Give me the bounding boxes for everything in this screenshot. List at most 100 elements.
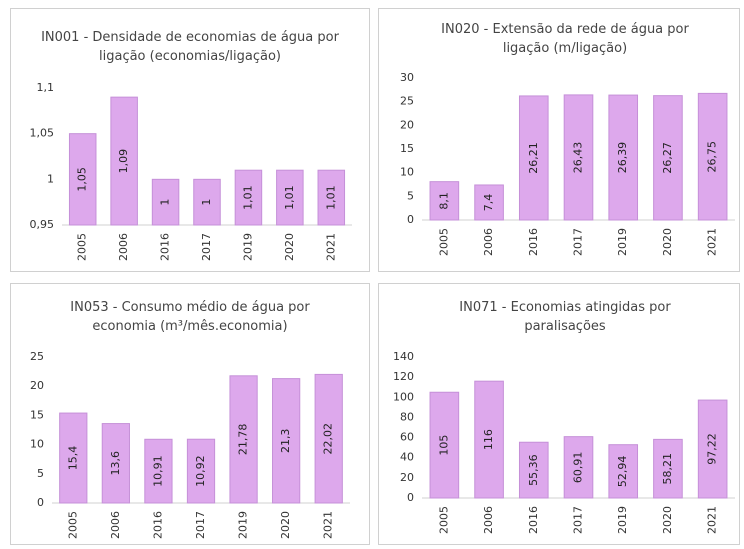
y-tick-label: 80	[400, 410, 414, 423]
bar	[234, 169, 263, 226]
data-label: 1,01	[283, 185, 296, 210]
x-tick-label: 2020	[283, 233, 296, 261]
data-label: 21,3	[279, 429, 292, 454]
y-tick-label: 0	[407, 491, 414, 504]
y-tick-label: 1,05	[30, 127, 55, 140]
bar	[563, 94, 594, 221]
bar	[186, 438, 216, 504]
y-tick-label: 120	[393, 370, 414, 383]
x-tick-label: 2017	[572, 506, 585, 534]
data-label: 10,91	[151, 455, 164, 487]
bar	[144, 438, 173, 504]
data-label: 8,1	[437, 192, 450, 210]
bar	[697, 399, 728, 499]
x-tick-label: 2005	[66, 511, 79, 539]
bar	[429, 391, 460, 499]
bar	[653, 438, 683, 499]
bar	[608, 94, 639, 221]
data-label: 26,43	[572, 142, 585, 174]
bar	[518, 95, 549, 221]
data-label: 26,21	[527, 142, 540, 174]
data-label: 21,78	[237, 424, 250, 456]
chart-title: IN001 - Densidade de economias de água p…	[41, 30, 339, 64]
y-tick-label: 60	[400, 431, 414, 444]
x-tick-label: 2006	[482, 228, 495, 256]
data-label: 1,01	[324, 185, 337, 210]
x-tick-label: 2020	[279, 511, 292, 539]
data-label: 1,05	[76, 167, 89, 192]
bar	[151, 178, 180, 226]
x-tick-label: 2020	[661, 228, 674, 256]
x-tick-label: 2006	[109, 511, 122, 539]
bar	[59, 412, 88, 504]
bar	[314, 373, 343, 504]
bar	[653, 95, 683, 221]
bar	[101, 423, 130, 504]
y-tick-label: 140	[393, 350, 414, 363]
x-tick-label: 2005	[76, 233, 89, 261]
x-tick-label: 2016	[527, 228, 540, 256]
y-tick-label: 40	[400, 451, 414, 464]
bar	[563, 436, 594, 499]
y-tick-label: 20	[400, 118, 414, 131]
data-label: 22,02	[322, 423, 335, 455]
data-label: 26,27	[661, 142, 674, 174]
bar	[193, 178, 221, 226]
data-label: 26,39	[616, 142, 629, 174]
bar	[317, 169, 346, 226]
data-label: 10,92	[194, 455, 207, 487]
x-tick-label: 2016	[527, 506, 540, 534]
y-tick-label: 100	[393, 390, 414, 403]
y-tick-label: 20	[30, 379, 44, 392]
x-tick-label: 2019	[241, 233, 254, 261]
x-tick-label: 2017	[200, 233, 213, 261]
y-tick-label: 25	[30, 350, 44, 363]
chart-title: IN020 - Extensão da rede de água por lig…	[441, 22, 689, 56]
bar	[474, 380, 504, 499]
data-label: 55,36	[527, 454, 540, 486]
x-tick-label: 2021	[322, 511, 335, 539]
data-label: 1,09	[117, 149, 130, 174]
chart-title: IN071 - Economias atingidas por paralisa…	[459, 300, 671, 334]
chart-title: IN053 - Consumo médio de água por econom…	[70, 300, 310, 334]
x-tick-label: 2006	[482, 506, 495, 534]
data-label: 26,75	[706, 141, 719, 173]
bar	[608, 444, 639, 499]
data-label: 60,91	[572, 452, 585, 484]
x-tick-label: 2016	[151, 511, 164, 539]
y-tick-label: 20	[400, 471, 414, 484]
y-tick-label: 1	[47, 172, 54, 185]
y-tick-label: 15	[400, 142, 414, 155]
bar	[518, 441, 549, 499]
x-tick-label: 2005	[437, 506, 450, 534]
y-tick-label: 0	[37, 496, 44, 509]
y-tick-label: 10	[30, 438, 44, 451]
x-tick-label: 2016	[159, 233, 172, 261]
y-tick-label: 0,95	[30, 218, 55, 231]
bar	[429, 181, 460, 221]
bar	[110, 96, 138, 226]
x-tick-label: 2019	[237, 511, 250, 539]
data-label: 1	[200, 199, 213, 206]
bar	[272, 378, 301, 504]
y-tick-label: 30	[400, 71, 414, 84]
x-tick-label: 2006	[117, 233, 130, 261]
bar	[474, 184, 504, 221]
x-tick-label: 2017	[194, 511, 207, 539]
data-label: 58,21	[661, 453, 674, 485]
x-tick-label: 2021	[706, 228, 719, 256]
y-tick-label: 5	[37, 467, 44, 480]
bar	[697, 92, 728, 221]
y-tick-label: 25	[400, 95, 414, 108]
y-tick-label: 15	[30, 408, 44, 421]
data-label: 1,01	[241, 185, 254, 210]
data-label: 105	[437, 435, 450, 456]
x-tick-label: 2017	[572, 228, 585, 256]
data-label: 7,4	[482, 194, 495, 212]
y-tick-label: 1,1	[37, 81, 55, 94]
y-tick-label: 5	[407, 189, 414, 202]
x-tick-label: 2020	[661, 506, 674, 534]
x-tick-label: 2019	[616, 228, 629, 256]
